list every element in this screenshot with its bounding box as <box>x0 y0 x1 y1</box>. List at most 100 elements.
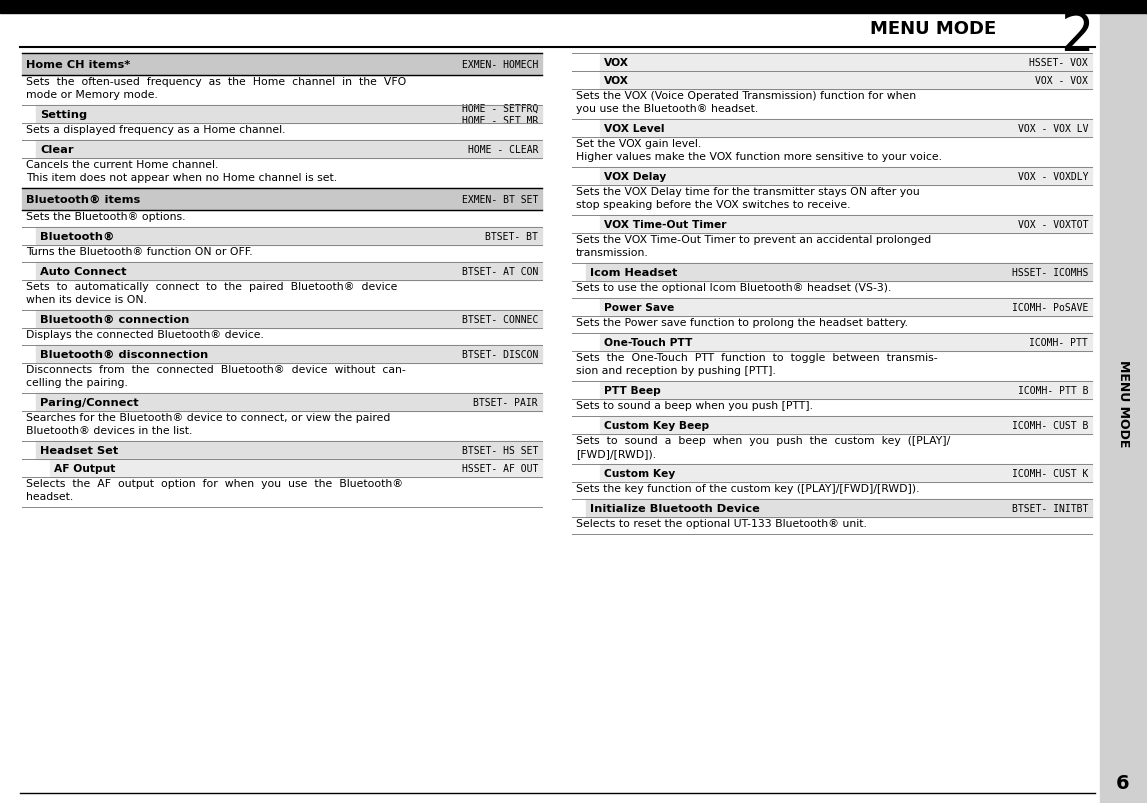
Bar <box>36 311 543 328</box>
Bar <box>22 54 543 76</box>
Text: VOX Delay: VOX Delay <box>604 172 666 181</box>
Text: ICOMH- CUST K: ICOMH- CUST K <box>1012 468 1089 479</box>
Text: Searches for the Bluetooth® device to connect, or view the paired: Searches for the Bluetooth® device to co… <box>26 413 390 422</box>
Text: EXMEN- HOMECH: EXMEN- HOMECH <box>461 60 538 70</box>
Text: Sets  the  often-used  frequency  as  the  Home  channel  in  the  VFO: Sets the often-used frequency as the Hom… <box>26 77 406 87</box>
Text: Sets the Bluetooth® options.: Sets the Bluetooth® options. <box>26 212 186 222</box>
Text: Bluetooth® connection: Bluetooth® connection <box>40 315 189 324</box>
Text: Disconnects  from  the  connected  Bluetooth®  device  without  can-: Disconnects from the connected Bluetooth… <box>26 365 406 374</box>
Text: BTSET- BT: BTSET- BT <box>485 232 538 242</box>
Text: AF Output: AF Output <box>54 463 116 474</box>
Text: Headset Set: Headset Set <box>40 446 118 455</box>
Text: Bluetooth® devices in the list.: Bluetooth® devices in the list. <box>26 426 193 435</box>
Text: VOX - VOX: VOX - VOX <box>1035 76 1089 86</box>
Text: when its device is ON.: when its device is ON. <box>26 295 147 304</box>
Text: Sets to use the optional Icom Bluetooth® headset (VS-3).: Sets to use the optional Icom Bluetooth®… <box>576 283 891 292</box>
Text: [FWD]/[RWD]).: [FWD]/[RWD]). <box>576 448 656 459</box>
Text: Sets the VOX Time-Out Timer to prevent an accidental prolonged: Sets the VOX Time-Out Timer to prevent a… <box>576 234 931 245</box>
Text: Setting: Setting <box>40 110 87 120</box>
Text: Sets the VOX (Voice Operated Transmission) function for when: Sets the VOX (Voice Operated Transmissio… <box>576 91 916 101</box>
Text: One-Touch PTT: One-Touch PTT <box>604 337 693 348</box>
Text: Sets the key function of the custom key ([PLAY]/[FWD]/[RWD]).: Sets the key function of the custom key … <box>576 483 920 493</box>
Text: BTSET- CONNEC: BTSET- CONNEC <box>461 315 538 324</box>
Text: Set the VOX gain level.: Set the VOX gain level. <box>576 139 701 149</box>
Text: BTSET- AT CON: BTSET- AT CON <box>461 267 538 277</box>
Bar <box>36 442 543 459</box>
Text: Power Save: Power Save <box>604 303 674 312</box>
Text: VOX Level: VOX Level <box>604 124 664 134</box>
Text: Selects  the  AF  output  option  for  when  you  use  the  Bluetooth®: Selects the AF output option for when yo… <box>26 479 403 488</box>
Bar <box>1100 0 1147 803</box>
Text: ICOMH- PTT B: ICOMH- PTT B <box>1017 385 1089 396</box>
Text: ICOMH- CUST B: ICOMH- CUST B <box>1012 421 1089 430</box>
Text: celling the pairing.: celling the pairing. <box>26 377 127 388</box>
Text: Sets  to  automatically  connect  to  the  paired  Bluetooth®  device: Sets to automatically connect to the pai… <box>26 282 397 291</box>
Text: Clear: Clear <box>40 145 73 155</box>
Text: Auto Connect: Auto Connect <box>40 267 126 277</box>
Text: PTT Beep: PTT Beep <box>604 385 661 396</box>
Bar <box>586 263 1092 282</box>
Bar <box>36 393 543 411</box>
Text: MENU MODE: MENU MODE <box>871 20 997 38</box>
Text: sion and reception by pushing [PTT].: sion and reception by pushing [PTT]. <box>576 365 775 376</box>
Text: BTSET- INITBT: BTSET- INITBT <box>1012 503 1089 513</box>
Text: Bluetooth® disconnection: Bluetooth® disconnection <box>40 349 209 360</box>
Text: This item does not appear when no Home channel is set.: This item does not appear when no Home c… <box>26 173 337 183</box>
Bar <box>600 168 1092 185</box>
Bar <box>0 0 1147 14</box>
Text: Initialize Bluetooth Device: Initialize Bluetooth Device <box>590 503 759 513</box>
Text: Sets the VOX Delay time for the transmitter stays ON after you: Sets the VOX Delay time for the transmit… <box>576 187 920 197</box>
Text: BTSET- DISCON: BTSET- DISCON <box>461 349 538 360</box>
Bar <box>36 106 543 124</box>
Text: ICOMH- PoSAVE: ICOMH- PoSAVE <box>1012 303 1089 312</box>
Text: 2: 2 <box>1060 10 1093 62</box>
Text: you use the Bluetooth® headset.: you use the Bluetooth® headset. <box>576 104 758 114</box>
Text: BTSET- HS SET: BTSET- HS SET <box>461 446 538 455</box>
Text: Paring/Connect: Paring/Connect <box>40 397 139 407</box>
Bar <box>600 381 1092 400</box>
Text: Sets  to  sound  a  beep  when  you  push  the  custom  key  ([PLAY]/: Sets to sound a beep when you push the c… <box>576 435 950 446</box>
Text: Sets  the  One-Touch  PTT  function  to  toggle  between  transmis-: Sets the One-Touch PTT function to toggl… <box>576 353 937 362</box>
Text: Icom Headset: Icom Headset <box>590 267 678 278</box>
Text: VOX: VOX <box>604 58 629 68</box>
Text: Custom Key Beep: Custom Key Beep <box>604 421 709 430</box>
Bar <box>600 120 1092 138</box>
Bar <box>36 345 543 364</box>
Text: Custom Key: Custom Key <box>604 468 676 479</box>
Bar <box>36 141 543 159</box>
Text: ICOMH- PTT: ICOMH- PTT <box>1029 337 1089 348</box>
Text: Bluetooth® items: Bluetooth® items <box>26 195 140 205</box>
Bar <box>600 54 1092 72</box>
Bar <box>600 417 1092 434</box>
Text: mode or Memory mode.: mode or Memory mode. <box>26 90 158 100</box>
Text: headset.: headset. <box>26 491 73 501</box>
Text: Cancels the current Home channel.: Cancels the current Home channel. <box>26 160 218 169</box>
Text: HSSET- VOX: HSSET- VOX <box>1029 58 1089 68</box>
Text: VOX - VOXTOT: VOX - VOXTOT <box>1017 220 1089 230</box>
Text: 6: 6 <box>1116 773 1130 793</box>
Text: VOX: VOX <box>604 76 629 86</box>
Text: Bluetooth®: Bluetooth® <box>40 232 115 242</box>
Text: EXMEN- BT SET: EXMEN- BT SET <box>461 195 538 205</box>
Text: Selects to reset the optional UT-133 Bluetooth® unit.: Selects to reset the optional UT-133 Blu… <box>576 519 867 528</box>
Text: Turns the Bluetooth® function ON or OFF.: Turns the Bluetooth® function ON or OFF. <box>26 247 252 257</box>
Bar <box>600 333 1092 352</box>
Text: VOX - VOXDLY: VOX - VOXDLY <box>1017 172 1089 181</box>
Text: Sets a displayed frequency as a Home channel.: Sets a displayed frequency as a Home cha… <box>26 124 286 135</box>
Text: MENU MODE: MENU MODE <box>1116 360 1130 447</box>
Text: HOME - SETFRQ
HOME - SET MR: HOME - SETFRQ HOME - SET MR <box>461 104 538 125</box>
Text: transmission.: transmission. <box>576 247 649 258</box>
Text: VOX - VOX LV: VOX - VOX LV <box>1017 124 1089 134</box>
Text: stop speaking before the VOX switches to receive.: stop speaking before the VOX switches to… <box>576 200 850 210</box>
Text: Sets to sound a beep when you push [PTT].: Sets to sound a beep when you push [PTT]… <box>576 401 813 410</box>
Bar <box>600 72 1092 90</box>
Text: Home CH items*: Home CH items* <box>26 60 131 70</box>
Text: HSSET- AF OUT: HSSET- AF OUT <box>461 463 538 474</box>
Text: VOX Time-Out Timer: VOX Time-Out Timer <box>604 220 726 230</box>
Bar <box>36 263 543 281</box>
Text: Sets the Power save function to prolong the headset battery.: Sets the Power save function to prolong … <box>576 318 908 328</box>
Bar <box>600 464 1092 483</box>
Bar <box>36 228 543 246</box>
Bar <box>586 499 1092 517</box>
Text: HSSET- ICOMHS: HSSET- ICOMHS <box>1012 267 1089 278</box>
